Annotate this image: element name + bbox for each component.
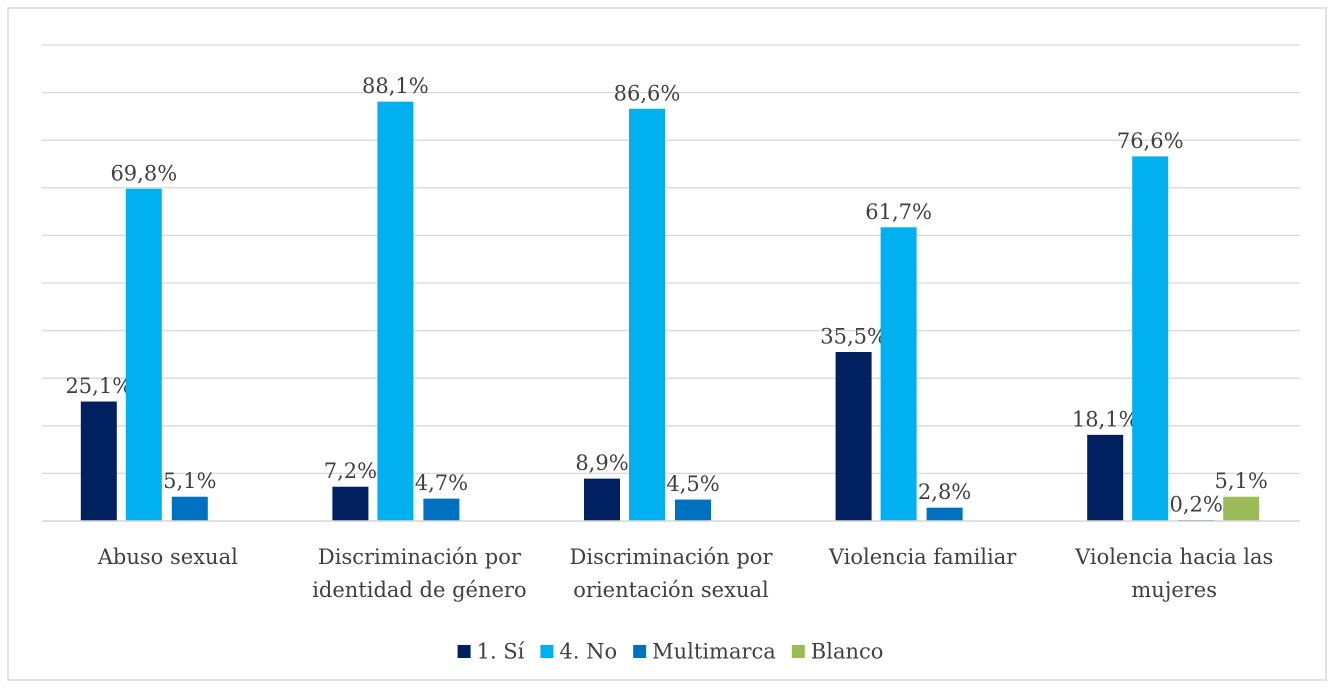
data-label: 61,7%: [865, 200, 932, 224]
x-tick-label: Violencia familiar: [828, 545, 1017, 569]
x-tick-label: Discriminación por orientación sexual: [569, 545, 773, 602]
data-label: 76,6%: [1117, 129, 1184, 153]
bar: [926, 507, 963, 521]
legend-label: Multimarca: [652, 640, 776, 664]
x-tick-label: Abuso sexual: [97, 545, 238, 569]
x-tick-label: Discriminación por identidad de género: [312, 545, 527, 602]
data-label: 25,1%: [65, 374, 132, 398]
bar: [880, 227, 917, 522]
data-label: 4,7%: [415, 471, 468, 495]
legend-label: 4. No: [559, 640, 617, 664]
chart-border: [7, 7, 1327, 681]
bar: [171, 496, 208, 521]
data-label: 5,1%: [163, 469, 216, 493]
legend-swatch: [457, 645, 471, 658]
data-label: 86,6%: [614, 81, 681, 105]
data-label: 4,5%: [666, 472, 719, 496]
legend-label: 1. Sí: [477, 640, 525, 664]
legend-label: Blanco: [811, 640, 884, 664]
bar: [125, 188, 162, 521]
data-label: 35,5%: [820, 325, 887, 349]
data-label: 2,8%: [918, 480, 971, 504]
bar: [423, 498, 460, 521]
legend-swatch: [633, 645, 647, 658]
data-label: 18,1%: [1072, 407, 1139, 431]
data-label: 88,1%: [362, 74, 429, 98]
data-label: 8,9%: [575, 451, 628, 475]
bar: [835, 352, 872, 521]
bar: [1087, 434, 1124, 521]
data-label: 5,1%: [1215, 469, 1268, 493]
bar: [629, 108, 665, 521]
data-label: 69,8%: [110, 161, 177, 185]
data-label: 7,2%: [324, 459, 377, 483]
bar: [1223, 496, 1260, 521]
bar: [1132, 156, 1169, 521]
data-label: 0,2%: [1170, 493, 1223, 517]
bar: [675, 499, 711, 521]
bar: [332, 486, 369, 521]
bar: [377, 101, 414, 522]
bar: [584, 478, 620, 521]
legend-swatch: [791, 645, 805, 658]
bar: [80, 401, 117, 521]
x-tick-label: Violencia hacia las mujeres: [1075, 545, 1274, 602]
legend-swatch: [540, 645, 554, 658]
